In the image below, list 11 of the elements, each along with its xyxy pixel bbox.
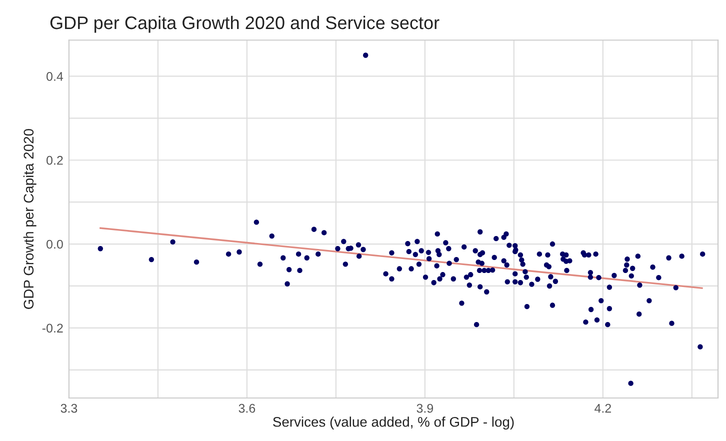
chart-title: GDP per Capita Growth 2020 and Service sector — [50, 16, 440, 33]
y-tick-label: 0.2 — [46, 156, 63, 165]
y-tick-label: 0.0 — [46, 240, 63, 249]
y-axis-title: GDP Growth per Capita 2020 — [23, 129, 36, 309]
x-axis-title: Services (value added, % of GDP - log) — [273, 416, 514, 430]
y-tick-label: -0.2 — [42, 324, 63, 333]
x-tick-label: 3.3 — [60, 404, 78, 413]
x-tick-label: 3.6 — [238, 404, 256, 413]
x-tick-label: 4.2 — [594, 404, 611, 413]
x-tick-label: 3.9 — [416, 404, 434, 413]
y-tick-label: 0.4 — [46, 72, 64, 81]
